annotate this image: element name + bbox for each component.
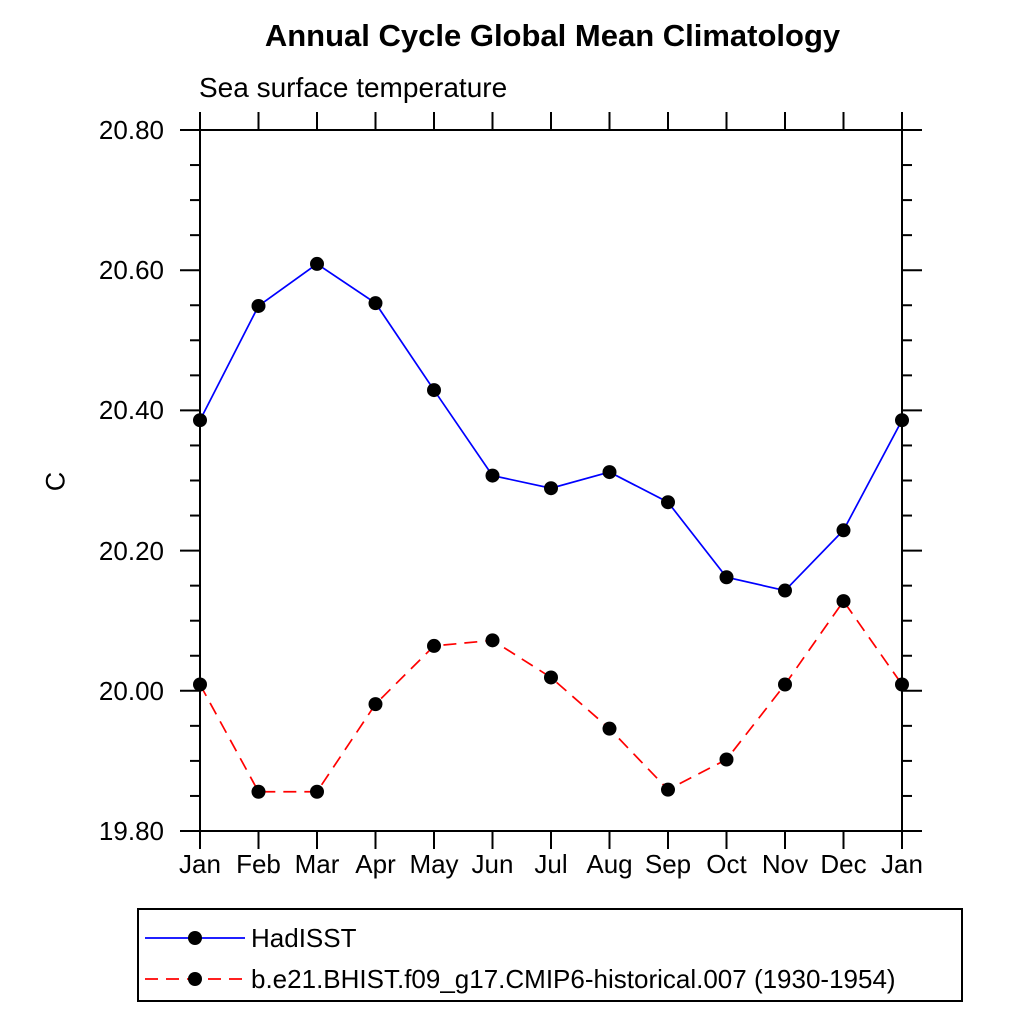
series-line-b	[199, 599, 903, 793]
data-point-marker	[719, 570, 734, 585]
data-point-marker	[544, 481, 558, 496]
data-point-marker	[310, 256, 324, 271]
data-point-marker	[427, 383, 441, 398]
x-tick-label: Nov	[761, 849, 809, 879]
data-point-marker	[310, 784, 324, 799]
data-point-marker	[836, 594, 851, 609]
legend-item-model: b.e21.BHIST.f09_g17.CMIP6-historical.007…	[142, 964, 896, 994]
data-point-marker	[836, 523, 851, 538]
legend-box: HadISST b.e21.BHIST.f09_g17.CMIP6-histor…	[137, 908, 963, 1002]
data-point-marker	[895, 677, 909, 692]
data-point-marker	[602, 465, 617, 480]
data-point-marker	[485, 633, 500, 648]
x-tick-label: Jan	[179, 849, 221, 879]
data-point-marker	[719, 752, 734, 767]
y-tick-label: 20.00	[98, 675, 164, 706]
data-point-marker	[661, 495, 675, 510]
data-point-marker	[251, 784, 266, 799]
x-tick-label: Oct	[706, 849, 747, 879]
y-tick-label: 20.40	[98, 395, 164, 426]
x-tick-label: Mar	[294, 849, 340, 879]
x-tick-label: Jan	[881, 849, 923, 879]
data-point-marker	[544, 670, 558, 685]
y-tick-label: 20.60	[98, 255, 164, 286]
data-point-marker	[193, 677, 207, 692]
x-tick-label: Apr	[355, 849, 396, 879]
legend-key-dashed-line-dot-icon	[145, 972, 245, 986]
data-point-marker	[368, 697, 383, 712]
data-point-marker	[251, 298, 266, 313]
legend-item-hadisst: HadISST	[142, 923, 357, 953]
legend-label: b.e21.BHIST.f09_g17.CMIP6-historical.007…	[251, 963, 896, 994]
data-point-marker	[778, 677, 792, 692]
series-line-HadISST	[199, 262, 903, 592]
chart-title: Annual Cycle Global Mean Climatology	[264, 18, 841, 53]
data-point-marker	[368, 296, 383, 311]
data-point-marker	[895, 413, 909, 428]
x-tick-label: Jul	[534, 849, 568, 879]
y-tick-label: 20.20	[98, 535, 164, 566]
data-point-marker	[602, 721, 617, 736]
x-tick-label: Jun	[471, 849, 514, 879]
x-tick-label: May	[409, 849, 459, 879]
x-tick-label: Aug	[586, 849, 633, 879]
legend-label: HadISST	[251, 922, 357, 953]
data-point-marker	[661, 782, 675, 797]
data-point-marker	[193, 413, 207, 428]
data-point-marker	[427, 638, 441, 653]
chart-subtitle: Sea surface temperature	[199, 72, 508, 103]
x-tick-label: Sep	[644, 849, 692, 879]
data-point-marker	[778, 583, 792, 598]
x-tick-label: Feb	[236, 849, 281, 879]
y-tick-label: 20.80	[98, 115, 164, 145]
data-point-marker	[485, 468, 500, 483]
legend-key-solid-line-dot-icon	[145, 931, 245, 945]
y-tick-label: 19.80	[98, 816, 164, 846]
x-tick-label: Dec	[820, 849, 867, 879]
